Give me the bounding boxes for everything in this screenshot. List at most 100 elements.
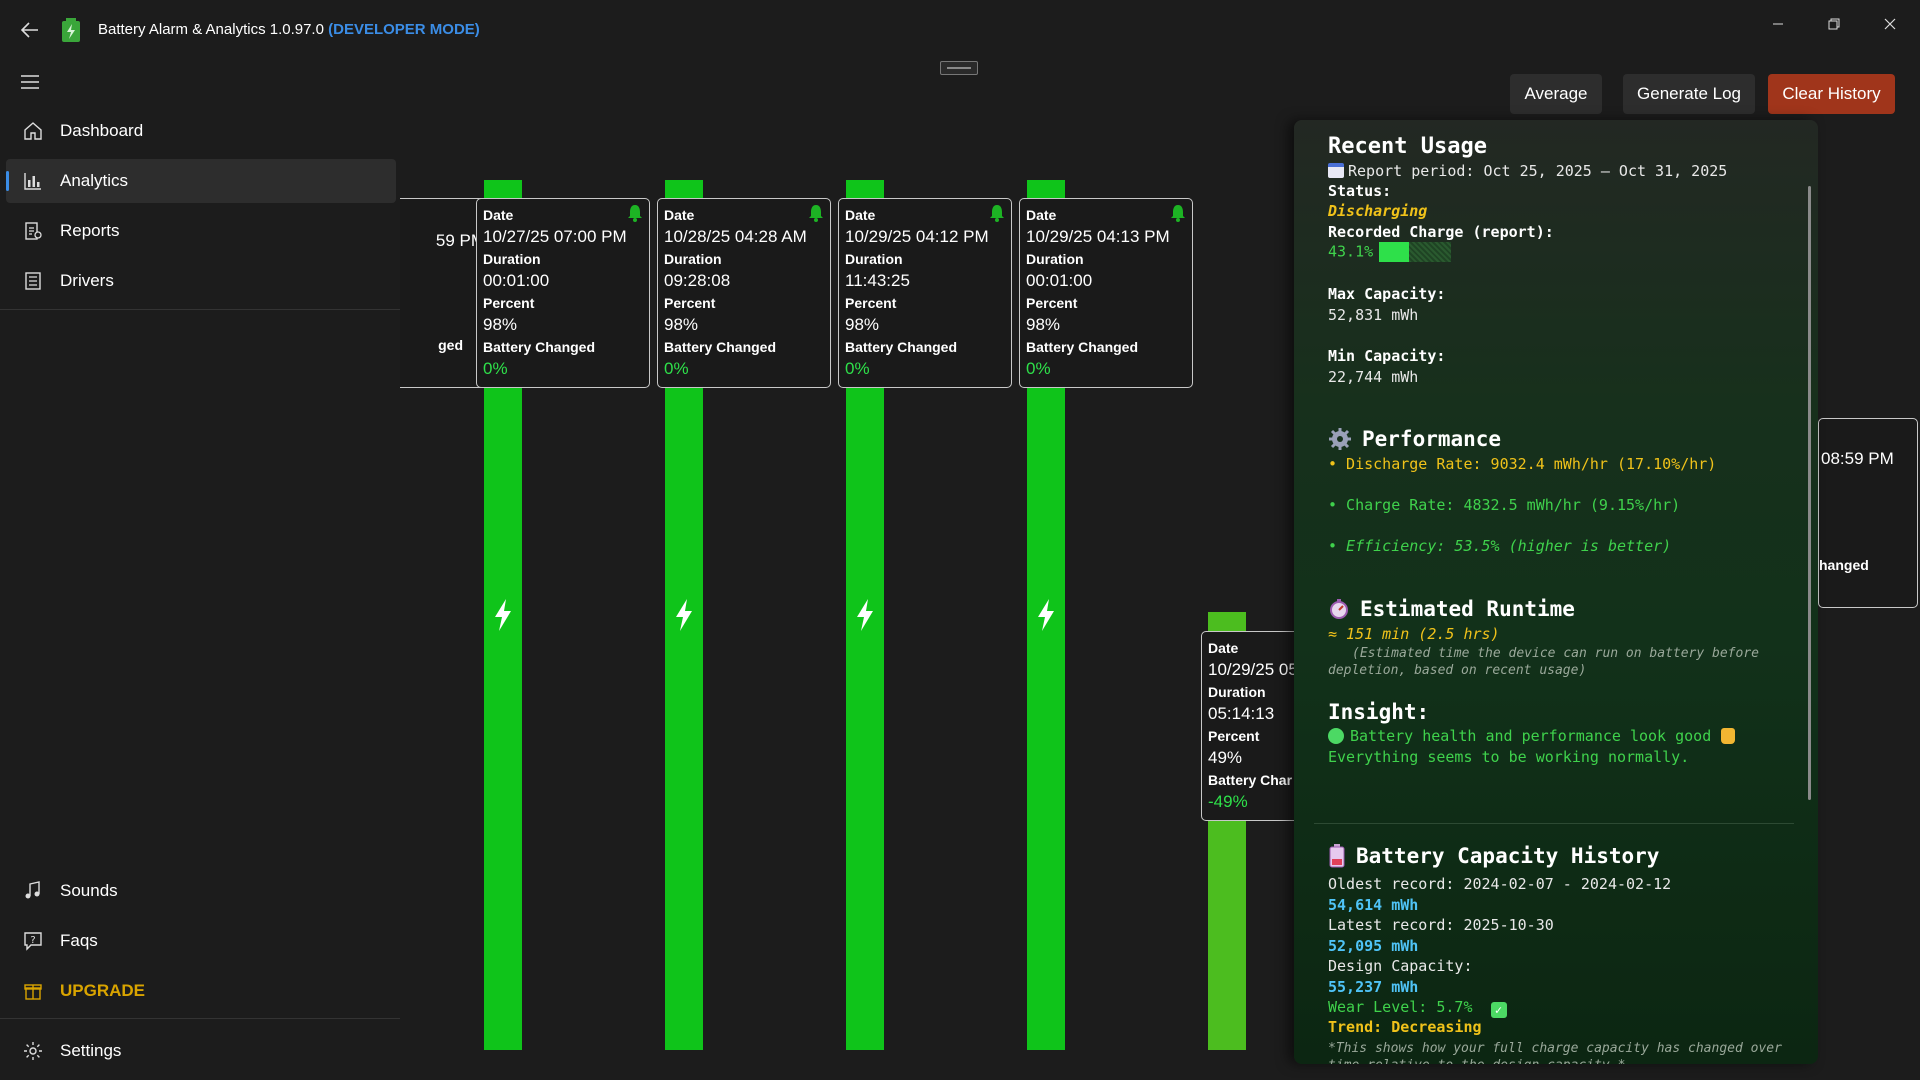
insight-line-2: Everything seems to be working normally. <box>1328 748 1690 766</box>
min-capacity-value: 22,744 mWh <box>1328 368 1419 386</box>
sidebar-item-upgrade[interactable]: UPGRADE <box>6 969 396 1013</box>
sidebar-item-analytics[interactable]: Analytics <box>6 159 396 203</box>
restore-icon <box>1828 18 1840 30</box>
minimize-icon <box>1773 23 1783 25</box>
thumbs-up-icon <box>1721 728 1736 744</box>
card-changed-label: Battery Changed <box>664 339 777 355</box>
card-percent-label: Percent <box>483 295 535 311</box>
recorded-charge-value: 43.1% <box>1328 242 1374 261</box>
card-changed-label: Battery Char <box>1208 772 1293 788</box>
sidebar-item-reports[interactable]: Reports <box>6 209 396 253</box>
sidebar-item-label: Faqs <box>60 931 98 950</box>
card-changed-value: 0% <box>1026 359 1051 378</box>
home-icon <box>6 121 54 141</box>
card-date-value: 10/29/25 04:13 PM <box>1026 227 1170 246</box>
history-card-partial-right[interactable]: 08:59 PM hanged <box>1818 418 1918 608</box>
design-capacity-label: Design Capacity: <box>1328 957 1473 975</box>
pane-drag-handle[interactable] <box>940 61 978 75</box>
hamburger-menu-button[interactable] <box>16 68 44 96</box>
card-changed-label: Battery Changed <box>1026 339 1139 355</box>
charging-bolt-icon <box>857 599 873 631</box>
performance-heading: Performance <box>1328 427 1501 451</box>
history-card[interactable]: Date 10/28/25 04:28 AM Duration 09:28:08… <box>657 198 831 388</box>
card-date-value: 59 PM <box>435 231 485 250</box>
gear-icon <box>1329 428 1351 450</box>
latest-record-label: Latest record: 2025-10-30 <box>1328 916 1554 934</box>
generate-log-button[interactable]: Generate Log <box>1623 74 1755 114</box>
runtime-title: Estimated Runtime <box>1360 597 1575 621</box>
recorded-charge-label: Recorded Charge (report): <box>1328 223 1554 241</box>
recorded-charge: 43.1% <box>1328 242 1452 262</box>
sidebar-item-label: Drivers <box>60 271 114 290</box>
sidebar-divider <box>0 309 400 310</box>
history-card[interactable]: Date 10/29/25 04:12 PM Duration 11:43:25… <box>838 198 1012 388</box>
minimize-button[interactable] <box>1750 6 1806 42</box>
card-percent-value: 98% <box>483 315 518 334</box>
efficiency: • Efficiency: 53.5% (higher is better) <box>1328 537 1672 555</box>
card-percent-label: Percent <box>845 295 897 311</box>
history-card[interactable]: Date 10/27/25 07:00 PM Duration 00:01:00… <box>476 198 650 388</box>
report-period-text: Report period: Oct 25, 2025 – Oct 31, 20… <box>1348 162 1728 180</box>
runtime-heading: Estimated Runtime <box>1328 597 1575 621</box>
card-changed-label: Battery Changed <box>845 339 958 355</box>
charging-bolt-icon <box>1038 599 1054 631</box>
card-duration-label: Duration <box>483 251 541 267</box>
clear-history-button[interactable]: Clear History <box>1768 74 1895 114</box>
oldest-record-label: Oldest record: 2024-02-07 - 2024-02-12 <box>1328 875 1672 893</box>
history-card[interactable]: Date 10/29/25 04:13 PM Duration 00:01:00… <box>1019 198 1193 388</box>
capacity-history-title: Battery Capacity History <box>1356 844 1660 868</box>
card-changed-label: hanged <box>1819 557 1869 573</box>
card-date-label: Date <box>845 207 876 223</box>
history-card[interactable]: Date 10/29/25 05 Duration 05:14:13 Perce… <box>1201 631 1296 821</box>
bell-icon <box>990 205 1004 222</box>
developer-mode-label: (DEVELOPER MODE) <box>328 21 480 38</box>
capacity-history-heading: Battery Capacity History <box>1328 844 1659 868</box>
card-percent-value: 98% <box>664 315 699 334</box>
oldest-record-value: 54,614 mWh <box>1328 896 1419 914</box>
sidebar-item-drivers[interactable]: Drivers <box>6 259 396 303</box>
sidebar-item-label: Settings <box>60 1041 122 1060</box>
calendar-icon <box>1328 163 1344 178</box>
card-duration-value: 05:14:13 <box>1208 704 1275 723</box>
performance-title: Performance <box>1362 427 1502 451</box>
sidebar-item-label: Dashboard <box>60 121 144 140</box>
close-icon <box>1884 18 1896 30</box>
back-button[interactable] <box>14 14 46 46</box>
sidebar-item-faqs[interactable]: ? Faqs <box>6 919 396 963</box>
battery-bar-cap <box>665 180 703 192</box>
card-date-value: 10/29/25 04:12 PM <box>845 227 989 246</box>
app-title-text: Battery Alarm & Analytics 1.0.97.0 <box>98 21 324 38</box>
card-duration-label: Duration <box>1208 684 1266 700</box>
battery-history-chart: 59 PM ged Date 10/27/25 07:00 PM Duratio… <box>400 120 1296 1060</box>
card-duration-value: 00:01:00 <box>1026 271 1093 290</box>
sidebar-item-dashboard[interactable]: Dashboard <box>6 109 396 153</box>
hamburger-icon <box>21 75 39 89</box>
card-percent-value: 49% <box>1208 748 1243 767</box>
card-duration-label: Duration <box>845 251 903 267</box>
card-changed-label: ged <box>438 337 463 353</box>
reports-icon <box>6 221 54 241</box>
sidebar-item-sounds[interactable]: Sounds <box>6 869 396 913</box>
card-changed-value: -49% <box>1208 792 1248 811</box>
card-date-label: Date <box>664 207 695 223</box>
wear-level: Wear Level: 5.7% ✓ <box>1328 998 1507 1018</box>
report-divider <box>1314 823 1794 824</box>
sidebar-item-label: UPGRADE <box>60 981 146 1000</box>
design-capacity-value: 55,237 mWh <box>1328 978 1419 996</box>
insight-line-1-text: Battery health and performance look good <box>1350 727 1712 745</box>
gear-icon <box>6 1041 54 1061</box>
sidebar-item-settings[interactable]: Settings <box>6 1029 396 1073</box>
close-button[interactable] <box>1862 6 1918 42</box>
green-circle-icon <box>1328 728 1344 744</box>
status-value: Discharging <box>1328 202 1428 220</box>
card-duration-label: Duration <box>1026 251 1084 267</box>
card-percent-value: 98% <box>845 315 880 334</box>
runtime-note: (Estimated time the device can run on ba… <box>1328 646 1759 678</box>
report-scrollbar[interactable] <box>1808 186 1811 800</box>
usage-report-panel[interactable]: Recent Usage Report period: Oct 25, 2025… <box>1294 120 1818 1064</box>
charging-bolt-icon <box>676 599 692 631</box>
average-button[interactable]: Average <box>1510 74 1602 114</box>
app-title: Battery Alarm & Analytics 1.0.97.0 (DEVE… <box>98 21 480 38</box>
trend: Trend: Decreasing <box>1328 1018 1482 1036</box>
restore-button[interactable] <box>1806 6 1862 42</box>
